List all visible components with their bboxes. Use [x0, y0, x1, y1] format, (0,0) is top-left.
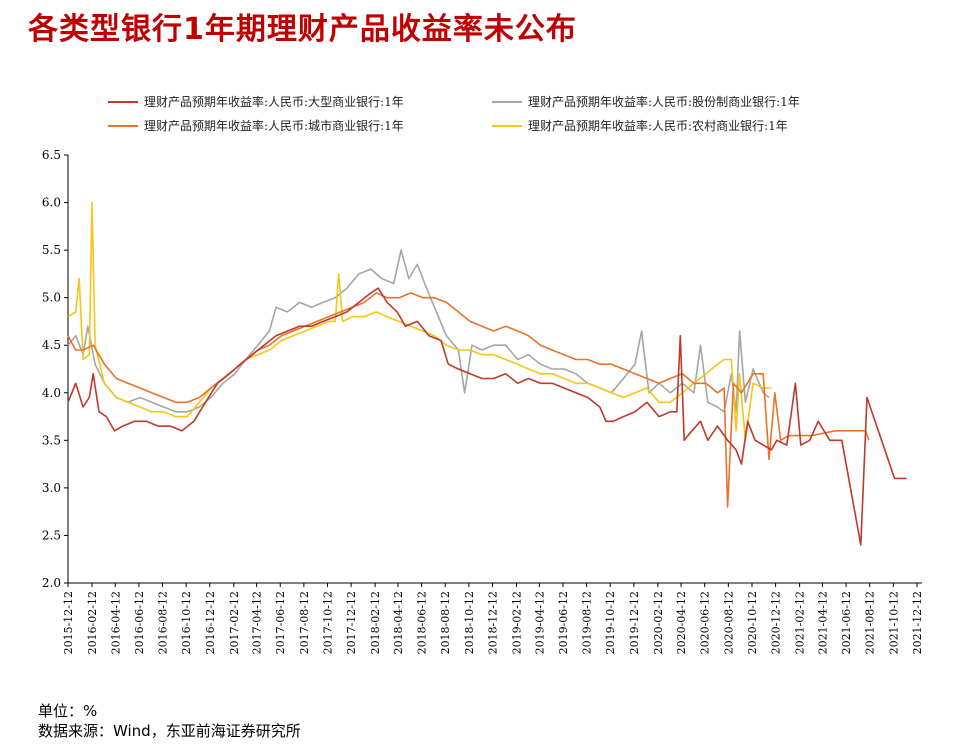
x-tick-label: 2020-10-12: [746, 591, 759, 654]
y-tick-label: 6.5: [42, 148, 61, 162]
page-title: 各类型银行1年期理财产品收益率未公布: [28, 12, 577, 47]
y-tick-label: 5.0: [42, 291, 61, 305]
y-tick-label: 5.5: [42, 243, 61, 257]
x-tick-label: 2016-02-12: [86, 591, 99, 654]
legend-line-rural-bank: [492, 125, 522, 127]
unit-note: 单位：%: [38, 702, 98, 720]
source-note: 数据来源：Wind，东亚前海证券研究所: [38, 722, 301, 740]
legend-line-city-bank: [108, 125, 138, 127]
legend-label-city-bank: 理财产品预期年收益率:人民币:城市商业银行:1年: [144, 119, 404, 133]
x-tick-label: 2020-02-12: [652, 591, 665, 654]
y-tick-label: 6.0: [42, 196, 61, 210]
x-tick-label: 2019-02-12: [510, 591, 523, 654]
x-tick-label: 2021-12-12: [911, 591, 924, 654]
x-tick-label: 2016-10-12: [180, 591, 193, 654]
x-tick-label: 2016-06-12: [133, 591, 146, 654]
x-tick-label: 2015-12-12: [62, 591, 75, 654]
x-tick-label: 2019-04-12: [533, 591, 546, 654]
x-tick-label: 2017-04-12: [251, 591, 264, 654]
x-tick-label: 2021-08-12: [864, 591, 877, 654]
legend-label-large-bank: 理财产品预期年收益率:人民币:大型商业银行:1年: [144, 95, 404, 109]
x-tick-label: 2018-12-12: [486, 591, 499, 654]
line-chart: 2.0 2.5 3.0 3.5 4.0 4.5 5.0 5.5 6.0 6.5 2015-12-12…: [42, 148, 924, 654]
x-tick-label: 2021-04-12: [816, 591, 829, 654]
x-tick-label: 2017-08-12: [298, 591, 311, 654]
x-tick-label: 2019-08-12: [581, 591, 594, 654]
x-tick-label: 2020-08-12: [722, 591, 735, 654]
legend-label-joint-stock-bank: 理财产品预期年收益率:人民币:股份制商业银行:1年: [528, 95, 800, 109]
y-tick-label: 2.5: [42, 528, 61, 542]
x-tick-label: 2017-06-12: [274, 591, 287, 654]
x-tick-label: 2021-10-12: [887, 591, 900, 654]
legend-line-joint-stock-bank: [492, 101, 522, 103]
x-tick-label: 2017-12-12: [345, 591, 358, 654]
x-tick-label: 2018-08-12: [439, 591, 452, 654]
x-tick-label: 2019-06-12: [557, 591, 570, 654]
series-line-large-bank: [67, 287, 907, 546]
x-tick-label: 2018-04-12: [392, 591, 405, 654]
y-tick-label: 4.0: [42, 386, 61, 400]
x-tick-label: 2016-04-12: [109, 591, 122, 654]
x-tick-label: 2018-06-12: [416, 591, 429, 654]
x-tick-label: 2016-08-12: [157, 591, 170, 654]
y-tick-label: 4.5: [42, 338, 61, 352]
y-tick-label: 2.0: [42, 576, 61, 590]
chart-legend: 理财产品预期年收益率:人民币:大型商业银行:1年 理财产品预期年收益率:人民币:…: [0, 0, 962, 140]
x-tick-label: 2020-12-12: [770, 591, 783, 654]
x-tick-label: 2021-02-12: [794, 591, 807, 654]
x-tick-label: 2021-06-12: [840, 591, 853, 654]
y-tick-label: 3.5: [42, 433, 61, 447]
legend-label-rural-bank: 理财产品预期年收益率:人民币:农村商业银行:1年: [528, 119, 788, 133]
y-tick-label: 3.0: [42, 481, 61, 495]
series-line-joint-stock-bank: [67, 249, 770, 413]
x-tick-label: 2019-12-12: [628, 591, 641, 654]
x-tick-label: 2018-10-12: [463, 591, 476, 654]
legend-line-large-bank: [108, 101, 138, 103]
x-tick-label: 2018-02-12: [369, 591, 382, 654]
x-tick-label: 2016-12-12: [204, 591, 217, 654]
series-line-city-bank: [67, 292, 870, 508]
x-tick-label: 2017-02-12: [228, 591, 241, 654]
series-line-rural-bank: [67, 201, 772, 442]
x-tick-label: 2019-10-12: [604, 591, 617, 654]
x-tick-label: 2017-10-12: [321, 591, 334, 654]
x-tick-label: 2020-04-12: [675, 591, 688, 654]
x-tick-label: 2020-06-12: [699, 591, 712, 654]
